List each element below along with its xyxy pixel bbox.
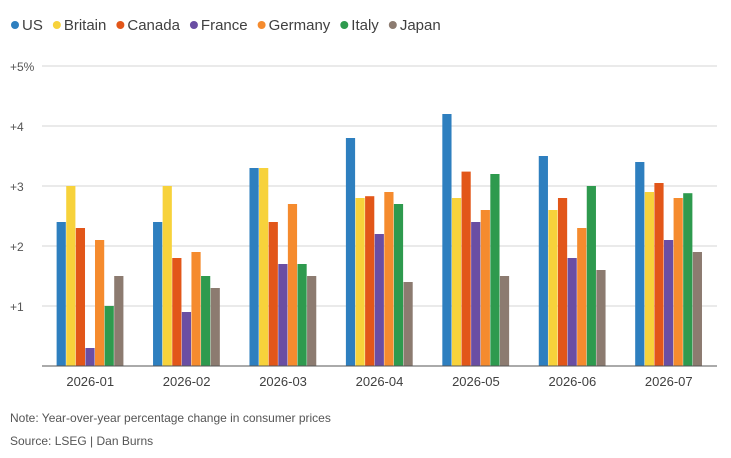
bar-britain-2026-07 [644,192,654,366]
bar-us-2026-04 [345,138,356,366]
bar-canada-2026-05 [461,171,471,366]
bar-canada-2026-07 [654,183,664,366]
legend-marker-canada [116,21,125,29]
x-tick-label: 2026-04 [356,374,404,389]
bar-italy-2026-06 [586,186,596,366]
x-tick-label: 2026-01 [66,374,114,389]
bar-us-2026-05 [442,114,452,366]
legend-label-us: US [22,17,43,34]
bar-us-2026-03 [249,168,259,366]
legend-label-germany: Germany [269,17,331,34]
legend-marker-us [11,21,19,29]
bar-japan-2026-03 [307,276,317,366]
y-tick-label: +3 [10,180,24,194]
bar-germany-2026-03 [287,204,298,366]
bar-us-2026-06 [538,156,548,366]
y-tick-label: +2 [10,240,24,254]
bar-germany-2026-01 [95,240,105,366]
x-axis-tick-labels: 2026-01 2026-02 2026-03 2026-04 2026-05 2026-… [66,374,692,389]
bar-britain-2026-06 [548,210,558,366]
bar-germany-2026-05 [480,210,490,366]
bar-britain-2026-04 [355,198,365,366]
bar-germany-2026-02 [191,252,201,366]
bar-canada-2026-04 [365,196,375,366]
bar-japan-2026-06 [596,270,606,366]
legend-label-france: France [201,17,248,34]
bar-germany-2026-06 [577,228,587,366]
bar-canada-2026-06 [557,198,568,366]
bar-italy-2026-03 [297,264,307,366]
legend-marker-france [189,21,198,29]
bar-japan-2026-04 [403,282,413,366]
bar-japan-2026-01 [114,276,124,366]
legend-label-italy: Italy [351,17,379,34]
y-tick-label: +5% [10,60,35,74]
y-tick-label: +1 [10,300,24,314]
bar-japan-2026-05 [499,276,510,366]
bar-britain-2026-03 [259,168,269,366]
bar-britain-2026-02 [162,186,172,366]
bar-italy-2026-01 [104,306,114,366]
bar-italy-2026-05 [490,174,500,366]
chart-legend: US Britain Canada France Germany Italy Japan [11,17,441,34]
bar-series-group [56,114,702,366]
legend-marker-britain [52,21,61,29]
bar-canada-2026-03 [268,222,278,366]
bar-italy-2026-07 [683,193,693,366]
x-tick-label: 2026-05 [452,374,500,389]
legend-marker-japan [388,21,397,29]
bar-germany-2026-07 [673,198,683,366]
bar-canada-2026-01 [75,228,86,366]
y-axis-tick-labels: +1 +2 +3 +4 +5% [10,60,35,314]
bar-britain-2026-05 [451,198,462,366]
y-tick-label: +4 [10,120,24,134]
bar-us-2026-01 [56,222,66,366]
bar-us-2026-07 [635,162,645,366]
bar-canada-2026-02 [172,258,182,366]
chart-note: Note: Year-over-year percentage change i… [10,411,331,425]
bar-france-2026-03 [278,264,288,366]
legend-marker-germany [257,21,266,29]
bar-italy-2026-04 [393,204,404,366]
legend-label-britain: Britain [64,17,107,34]
bar-britain-2026-01 [66,186,76,366]
bar-france-2026-04 [374,234,384,366]
x-tick-label: 2026-07 [645,374,693,389]
bar-japan-2026-02 [210,288,220,366]
chart-source: Source: LSEG | Dan Burns [10,434,154,448]
bar-france-2026-01 [85,348,95,366]
bar-france-2026-06 [567,258,577,366]
bar-france-2026-05 [471,222,481,366]
bar-germany-2026-04 [384,192,394,366]
x-tick-label: 2026-02 [163,374,211,389]
legend-label-japan: Japan [400,17,441,34]
bar-us-2026-02 [153,222,163,366]
x-tick-label: 2026-06 [548,374,596,389]
legend-marker-italy [340,21,349,29]
bar-italy-2026-02 [201,276,211,366]
x-tick-label: 2026-03 [259,374,307,389]
bar-japan-2026-07 [692,252,702,366]
bar-france-2026-07 [663,240,674,366]
legend-label-canada: Canada [127,17,180,34]
bar-france-2026-02 [181,312,192,366]
cpi-bar-chart: US Britain Canada France Germany Italy Japan +… [10,17,717,389]
